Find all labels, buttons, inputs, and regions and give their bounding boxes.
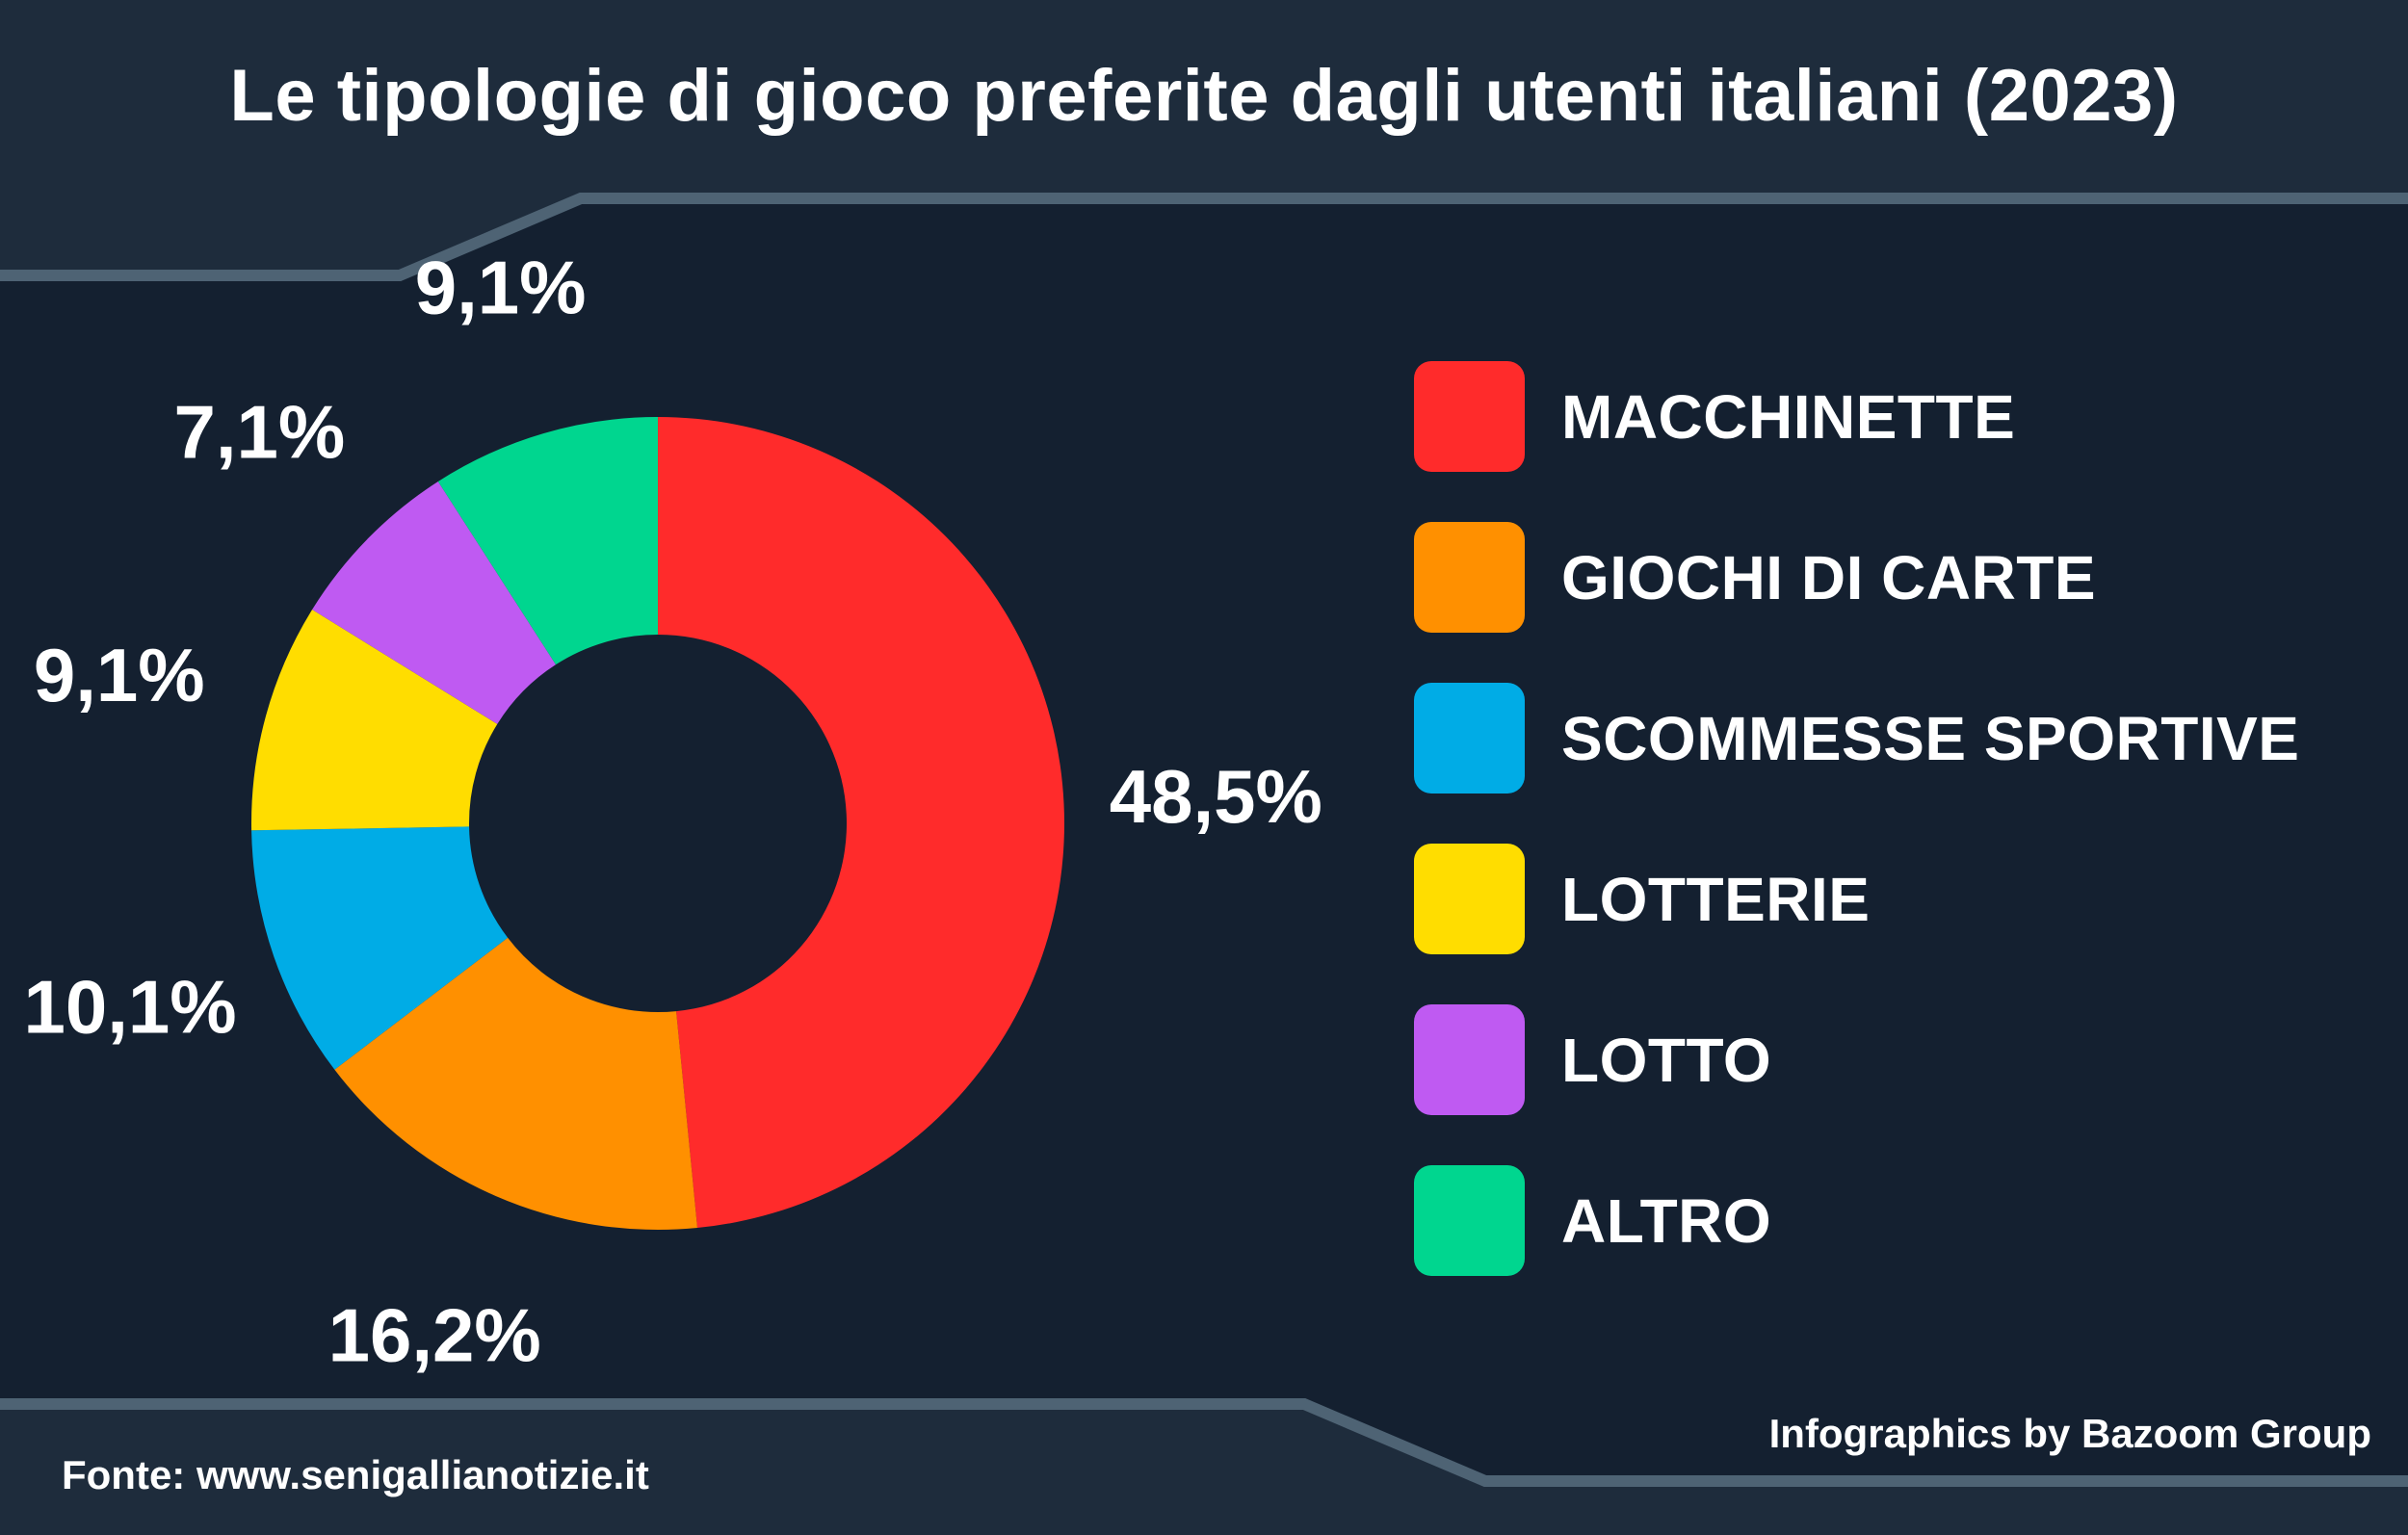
legend-item-giochi-di-carte: GIOCHI DI CARTE — [1414, 522, 2299, 633]
legend-label: ALTRO — [1561, 1185, 1772, 1256]
value-label-scommesse-sportive: 10,1% — [24, 964, 237, 1049]
chart-title: Le tipologie di gioco preferite dagli ut… — [229, 55, 2179, 137]
header-divider — [0, 193, 2408, 281]
footer-band — [0, 1404, 2408, 1535]
slice-giochi-di-carte — [334, 937, 697, 1230]
legend-swatch — [1414, 361, 1525, 472]
value-label-altro: 9,1% — [415, 245, 587, 329]
footer-divider — [0, 1398, 2408, 1487]
legend-label: LOTTO — [1561, 1025, 1772, 1095]
slice-altro — [437, 417, 658, 665]
chart-legend: MACCHINETTE GIOCHI DI CARTE SCOMMESSE SPOR… — [1414, 361, 2299, 1276]
legend-swatch — [1414, 844, 1525, 954]
slice-lotterie — [251, 610, 498, 831]
source-credit: Fonte: www.senigallianotizie.it — [62, 1452, 649, 1497]
legend-item-scommesse-sportive: SCOMMESSE SPORTIVE — [1414, 683, 2299, 794]
slice-lotto — [312, 481, 557, 724]
legend-swatch — [1414, 683, 1525, 794]
slice-scommesse-sportive — [251, 826, 509, 1070]
legend-label: LOTTERIE — [1561, 864, 1871, 934]
legend-label: SCOMMESSE SPORTIVE — [1561, 703, 2300, 773]
legend-label: MACCHINETTE — [1561, 381, 2016, 452]
legend-item-lotterie: LOTTERIE — [1414, 844, 2299, 954]
infographic-credit: Infographics by Bazoom Group — [1768, 1411, 2371, 1456]
value-label-giochi-di-carte: 16,2% — [328, 1293, 541, 1378]
legend-swatch — [1414, 1004, 1525, 1115]
donut-slices — [251, 417, 1064, 1230]
donut-value-labels: 48,5% 16,2% 10,1% 9,1% 7,1% 9,1% — [24, 245, 1322, 1377]
legend-swatch — [1414, 1165, 1525, 1276]
value-label-lotterie: 9,1% — [34, 633, 205, 717]
legend-swatch — [1414, 522, 1525, 633]
legend-item-altro: ALTRO — [1414, 1165, 2299, 1276]
legend-label: GIOCHI DI CARTE — [1561, 542, 2097, 612]
legend-item-macchinette: MACCHINETTE — [1414, 361, 2299, 472]
value-label-macchinette: 48,5% — [1110, 754, 1322, 839]
header-band — [0, 0, 2408, 275]
slice-macchinette — [658, 417, 1064, 1229]
value-label-lotto: 7,1% — [173, 389, 345, 474]
legend-item-lotto: LOTTO — [1414, 1004, 2299, 1115]
